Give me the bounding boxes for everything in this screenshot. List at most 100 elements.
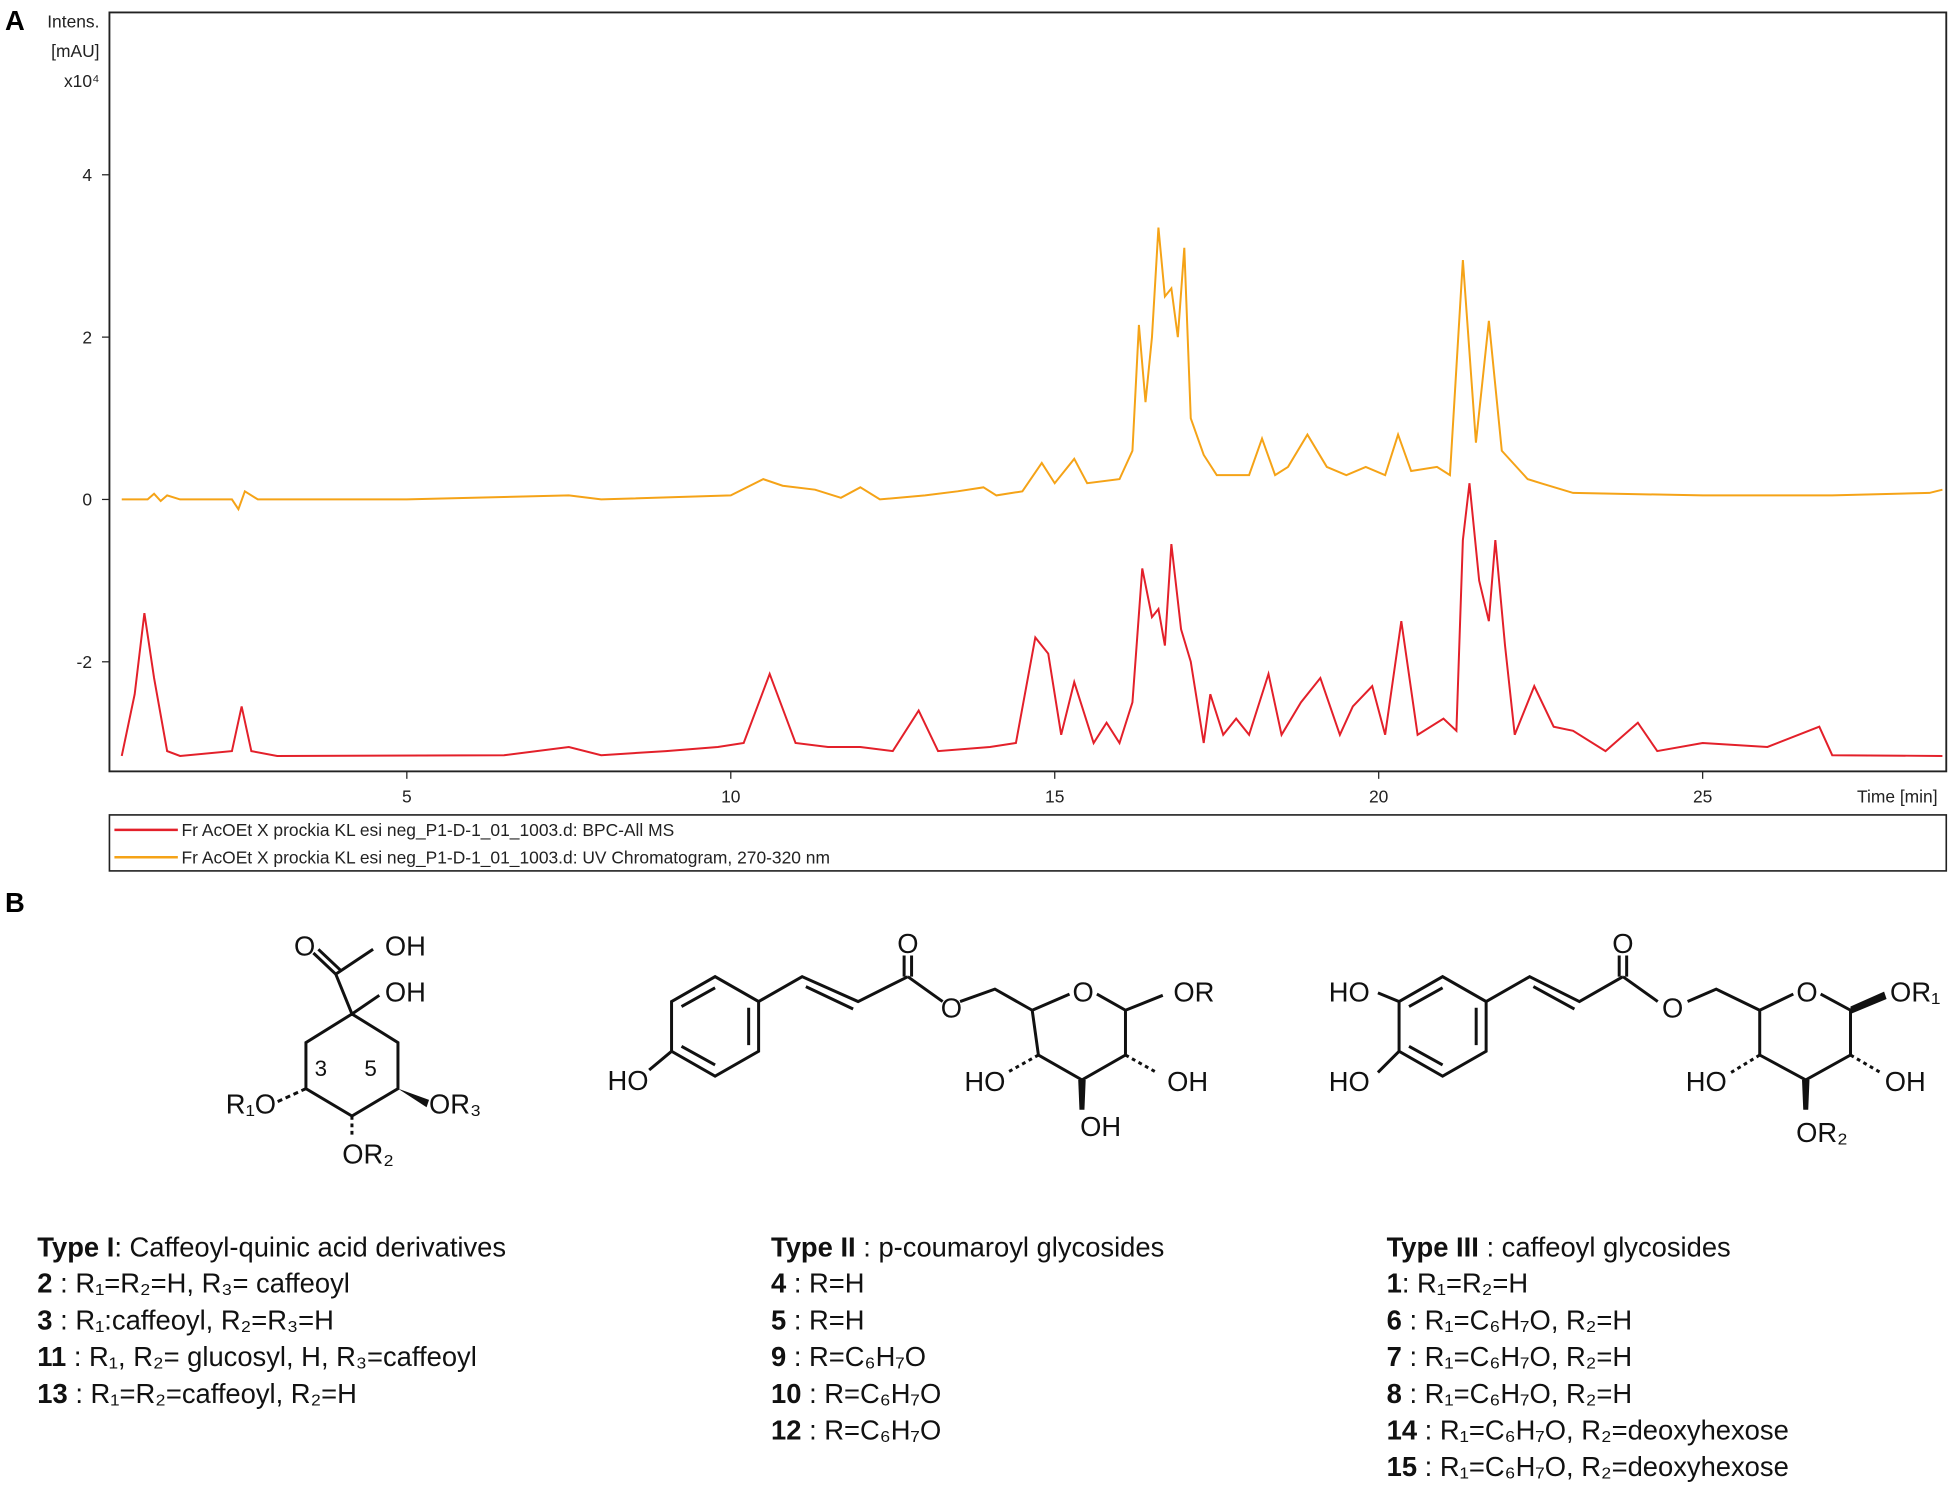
compound-entry: 6 : R₁=C₆H₇O, R₂=H	[1387, 1304, 1632, 1335]
compound-text: : R=H	[786, 1268, 864, 1299]
compound-number: 4	[771, 1268, 787, 1299]
type-heading: Type I: Caffeoyl-quinic acid derivatives	[37, 1232, 506, 1263]
structure: HO HO O O O OR₁ HO OH OR₂	[1329, 928, 1941, 1148]
compound-text: : R₁:caffeoyl, R₂=R₃=H	[53, 1304, 334, 1335]
atom-label: OR₂	[342, 1138, 394, 1169]
atom-label: O	[1796, 977, 1817, 1008]
atom-label: OH	[1885, 1066, 1926, 1097]
type-subtitle: : caffeoyl glycosides	[1479, 1232, 1731, 1263]
compound-entry: 13 : R₁=R₂=caffeoyl, R₂=H	[37, 1378, 357, 1409]
atom-label: 3	[315, 1056, 327, 1081]
compound-entry: 9 : R=C₆H₇O	[771, 1341, 926, 1372]
compound-text: : R₁=C₆H₇O, R₂=H	[1402, 1378, 1632, 1409]
compound-number: 15	[1387, 1451, 1417, 1482]
compound-entry: 14 : R₁=C₆H₇O, R₂=deoxyhexose	[1387, 1414, 1789, 1445]
compound-text: : R=C₆H₇O	[786, 1341, 926, 1372]
y-tick-label: 0	[82, 490, 92, 510]
compound-number: 6	[1387, 1304, 1402, 1335]
compound-text: : R₁=C₆H₇O, R₂=H	[1402, 1304, 1632, 1335]
compound-entry: 7 : R₁=C₆H₇O, R₂=H	[1387, 1341, 1632, 1372]
compound-number: 12	[771, 1414, 801, 1445]
compound-text: : R₁=R₂=caffeoyl, R₂=H	[68, 1378, 357, 1409]
y-tick-label: -2	[77, 652, 92, 672]
x-axis-label: Time [min]	[1857, 786, 1938, 806]
atom-label: O	[294, 930, 315, 961]
atom-label: R₁O	[226, 1089, 276, 1120]
y-tick-label: 4	[82, 165, 92, 185]
compound-text: : R=C₆H₇O	[801, 1378, 941, 1409]
x-tick-label: 5	[402, 786, 412, 806]
atom-label: HO	[1329, 1066, 1370, 1097]
compound-entry: 10 : R=C₆H₇O	[771, 1378, 941, 1409]
compound-entry: 5 : R=H	[771, 1304, 865, 1335]
atom-label: OR₂	[1796, 1117, 1848, 1148]
compound-number: 5	[771, 1304, 786, 1335]
type-subtitle: : Caffeoyl-quinic acid derivatives	[114, 1232, 506, 1263]
type-title: Type III	[1387, 1232, 1479, 1263]
x-tick-label: 20	[1369, 786, 1388, 806]
compound-entry: 15 : R₁=C₆H₇O, R₂=deoxyhexose	[1387, 1451, 1789, 1482]
type-heading: Type II : p-coumaroyl glycosides	[771, 1232, 1164, 1263]
panel-label: A	[5, 5, 25, 36]
panel-label: B	[5, 887, 25, 918]
compound-text: : R₁=C₆H₇O, R₂=deoxyhexose	[1417, 1414, 1789, 1445]
atom-label: O	[897, 928, 918, 959]
atom-label: OH	[1080, 1111, 1121, 1142]
compound-entry: 2 : R₁=R₂=H, R₃= caffeoyl	[37, 1268, 350, 1299]
atom-label: OH	[1167, 1066, 1208, 1097]
compound-number: 14	[1387, 1414, 1418, 1445]
line-series	[120, 483, 1943, 757]
atom-label: OR₁	[1890, 977, 1940, 1008]
legend-label: Fr AcOEt X prockia KL esi neg_P1-D-1_01_…	[182, 820, 675, 840]
compound-text: : R₁=R₂=H	[1402, 1268, 1528, 1299]
compound-entry: 4 : R=H	[771, 1268, 865, 1299]
compound-number: 9	[771, 1341, 786, 1372]
compound-text: : R₁, R₂= glucosyl, H, R₃=caffeoyl	[66, 1341, 477, 1372]
atom-label: OR	[1173, 977, 1214, 1008]
compound-text: : R₁=C₆H₇O, R₂=H	[1402, 1341, 1632, 1372]
atom-label: O	[1612, 928, 1633, 959]
atom-label: O	[1073, 977, 1094, 1008]
y-axis-label: x10⁴	[64, 71, 100, 91]
y-axis-label: [mAU]	[51, 41, 99, 61]
type-title: Type II	[771, 1232, 856, 1263]
compound-number: 10	[771, 1378, 801, 1409]
compound-text: : R=C₆H₇O	[801, 1414, 941, 1445]
line-series	[121, 227, 1943, 512]
plot-frame	[108, 11, 1948, 773]
type-title: Type I	[37, 1232, 114, 1263]
compound-number: 8	[1387, 1378, 1402, 1409]
compound-number: 3	[37, 1304, 52, 1335]
structure: O OH OH 3 5 R₁O OR₃ OR₂	[226, 930, 481, 1169]
atom-label: HO	[964, 1066, 1005, 1097]
x-tick-label: 10	[721, 786, 740, 806]
y-axis-label: Intens.	[47, 11, 99, 31]
compound-number: 7	[1387, 1341, 1402, 1372]
compound-text: : R=H	[786, 1304, 864, 1335]
compound-entry: 11 : R₁, R₂= glucosyl, H, R₃=caffeoyl	[37, 1341, 476, 1372]
compound-entry: 3 : R₁:caffeoyl, R₂=R₃=H	[37, 1304, 334, 1335]
structure: HO O O O OR HO OH OH	[608, 928, 1215, 1142]
compound-number: 13	[37, 1378, 67, 1409]
atom-label: OH	[385, 977, 426, 1008]
y-tick-label: 2	[82, 327, 92, 347]
type-subtitle: : p-coumaroyl glycosides	[856, 1232, 1165, 1263]
atom-label: OH	[385, 930, 426, 961]
legend-label: Fr AcOEt X prockia KL esi neg_P1-D-1_01_…	[182, 847, 830, 867]
compound-number: 2	[37, 1268, 52, 1299]
atom-label: HO	[608, 1065, 649, 1096]
atom-label: HO	[1329, 977, 1370, 1008]
atom-label: 5	[364, 1056, 376, 1081]
legend-box	[108, 814, 1948, 872]
compound-entry: 1: R₁=R₂=H	[1387, 1268, 1528, 1299]
compound-text: : R₁=C₆H₇O, R₂=deoxyhexose	[1417, 1451, 1789, 1482]
type-heading: Type III : caffeoyl glycosides	[1387, 1232, 1731, 1263]
x-tick-label: 25	[1693, 786, 1712, 806]
compound-text: : R₁=R₂=H, R₃= caffeoyl	[53, 1268, 350, 1299]
compound-entry: 8 : R₁=C₆H₇O, R₂=H	[1387, 1378, 1632, 1409]
compound-number: 1	[1387, 1268, 1402, 1299]
atom-label: HO	[1686, 1066, 1727, 1097]
plot	[108, 11, 1948, 773]
